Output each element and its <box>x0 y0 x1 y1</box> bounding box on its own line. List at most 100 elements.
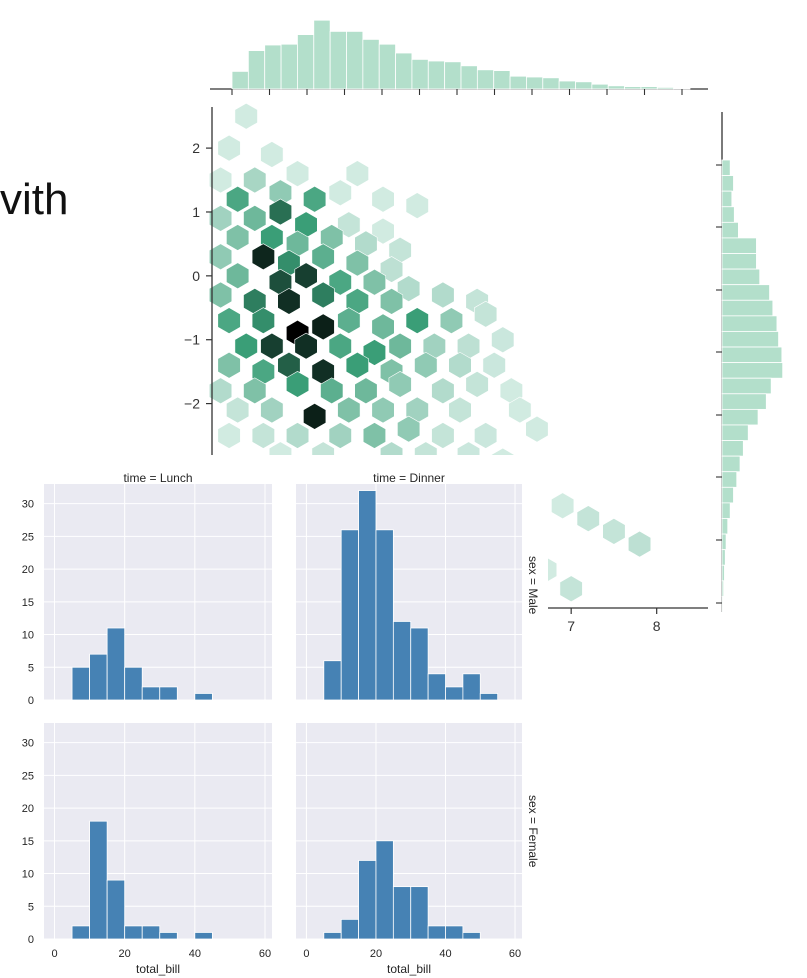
facet-y-tick-label-0-1: 5 <box>28 662 34 674</box>
hexbin-25 <box>209 243 233 271</box>
marginal-y-bar-7 <box>721 268 761 286</box>
hexbin-48 <box>311 313 335 341</box>
facet-bar-1-0-3 <box>124 925 143 940</box>
facet-y-tick-label-1-5: 25 <box>22 770 34 782</box>
marginal-y-bar-21 <box>721 486 734 504</box>
hexbin-83 <box>303 403 327 430</box>
facet-x-tick-label-0-1: 20 <box>119 948 131 960</box>
hexbin-77 <box>388 371 412 398</box>
facet-panel-bg-1-0 <box>44 723 272 939</box>
hexbin-90 <box>251 422 275 449</box>
hexbin-67 <box>345 351 369 379</box>
facet-bar-0-1-5 <box>410 627 429 701</box>
hexbin-51 <box>405 307 429 334</box>
marginal-y-bar-8 <box>721 284 770 301</box>
facet-y-tick-label-1-1: 5 <box>28 901 34 913</box>
hexbin-74 <box>285 371 310 398</box>
hexbin-111 <box>602 518 626 545</box>
marginal-x-bar-21 <box>575 81 593 90</box>
hexbin-75 <box>320 377 344 405</box>
hexbin-76 <box>354 377 378 405</box>
marginal-y-bar-23 <box>721 518 729 535</box>
hexbin-87 <box>448 396 472 424</box>
marginal-y-bar-14 <box>721 377 772 395</box>
facet-col-title-1: time = Dinner <box>373 471 445 485</box>
hexbin-9 <box>303 185 327 213</box>
hexbin-85 <box>371 396 395 424</box>
facet-y-tick-label-0-5: 25 <box>22 531 34 543</box>
hexbin-56 <box>294 332 318 360</box>
marginal-x-bar-22 <box>591 83 609 90</box>
hexbin-107 <box>551 492 575 520</box>
hexbin-53 <box>474 300 498 328</box>
background-text-fragment: vith <box>0 175 69 224</box>
marginal-x-bar-25 <box>640 86 658 90</box>
hexbin-7 <box>226 185 250 213</box>
marginal-x-bar-23 <box>607 85 625 90</box>
marginal-x-bar-16 <box>493 70 511 90</box>
marginal-x-bar-9 <box>378 43 396 90</box>
facet-y-tick-label-1-0: 0 <box>28 934 34 946</box>
facet-y-tick-label-0-2: 10 <box>22 630 34 642</box>
hexbin-73 <box>243 377 267 405</box>
hexbin-4 <box>345 160 369 187</box>
hexbin-69 <box>414 351 438 379</box>
marginal-y-bar-13 <box>721 362 784 379</box>
facet-bar-0-1-9 <box>479 693 499 701</box>
facet-bar-0-0-2 <box>106 627 126 701</box>
hexbin-15 <box>268 198 293 226</box>
marginal-x-bar-2 <box>264 44 282 90</box>
facet-bar-1-1-7 <box>445 925 464 940</box>
facet-bar-1-1-5 <box>410 886 429 940</box>
hexbin-1 <box>217 134 241 162</box>
marginal-y-bar-20 <box>721 471 738 488</box>
marginal-x-bar-8 <box>362 39 380 90</box>
facet-y-tick-label-0-0: 0 <box>28 695 34 707</box>
marginal-x-bar-27 <box>673 87 691 90</box>
facet-x-tick-label-1-1: 20 <box>370 948 382 960</box>
marginal-y-bar-24 <box>721 533 727 551</box>
facet-bar-0-0-4 <box>141 686 161 701</box>
hexbin-26 <box>251 243 275 271</box>
marginal-y-bar-4 <box>721 221 739 239</box>
hexbin-33 <box>294 262 318 290</box>
marginal-y-bar-12 <box>721 346 783 364</box>
hexbin-70 <box>448 351 472 379</box>
hexbin-88 <box>508 396 532 424</box>
marginal-x-bar-11 <box>411 59 429 90</box>
facet-bar-1-0-2 <box>106 879 126 940</box>
facet-bar-0-0-3 <box>124 666 143 701</box>
hexbin-89 <box>217 422 241 449</box>
marginal-x-bar-14 <box>460 65 478 90</box>
marginal-x-bar-24 <box>624 86 642 90</box>
marginal-x-bar-4 <box>297 34 315 90</box>
marginal-x-bar-7 <box>346 30 364 90</box>
joint-x-tick-label-1: 7 <box>567 618 575 634</box>
hexbin-50 <box>371 313 395 341</box>
facet-bar-0-1-7 <box>445 686 464 701</box>
facet-bar-1-1-4 <box>392 886 412 940</box>
facet-bar-0-0-0 <box>71 666 91 701</box>
hexbin-112 <box>627 530 652 558</box>
facet-y-tick-label-1-4: 20 <box>22 803 34 815</box>
hexbin-29 <box>345 249 369 277</box>
facet-bar-1-1-8 <box>462 932 481 940</box>
hexbin-42 <box>379 288 404 315</box>
facet-bar-1-1-6 <box>427 925 446 940</box>
marginal-x-bar-20 <box>558 80 576 90</box>
hexbin-11 <box>371 185 395 213</box>
marginal-y-bar-19 <box>721 455 741 473</box>
marginal-y-bar-25 <box>721 549 726 566</box>
hexbin-115 <box>559 575 583 603</box>
facet-y-tick-label-1-6: 30 <box>22 738 34 750</box>
facet-bar-0-1-8 <box>462 673 481 701</box>
hexbin-43 <box>431 281 455 309</box>
facet-y-tick-label-1-3: 15 <box>22 836 34 848</box>
facet-y-tick-label-0-4: 20 <box>22 564 34 576</box>
facet-bar-0-0-5 <box>159 686 178 701</box>
marginal-y-bar-16 <box>721 408 759 426</box>
marginal-x-bar-19 <box>542 77 560 90</box>
hexbin-40 <box>311 281 335 309</box>
facet-bar-0-1-4 <box>392 621 412 701</box>
